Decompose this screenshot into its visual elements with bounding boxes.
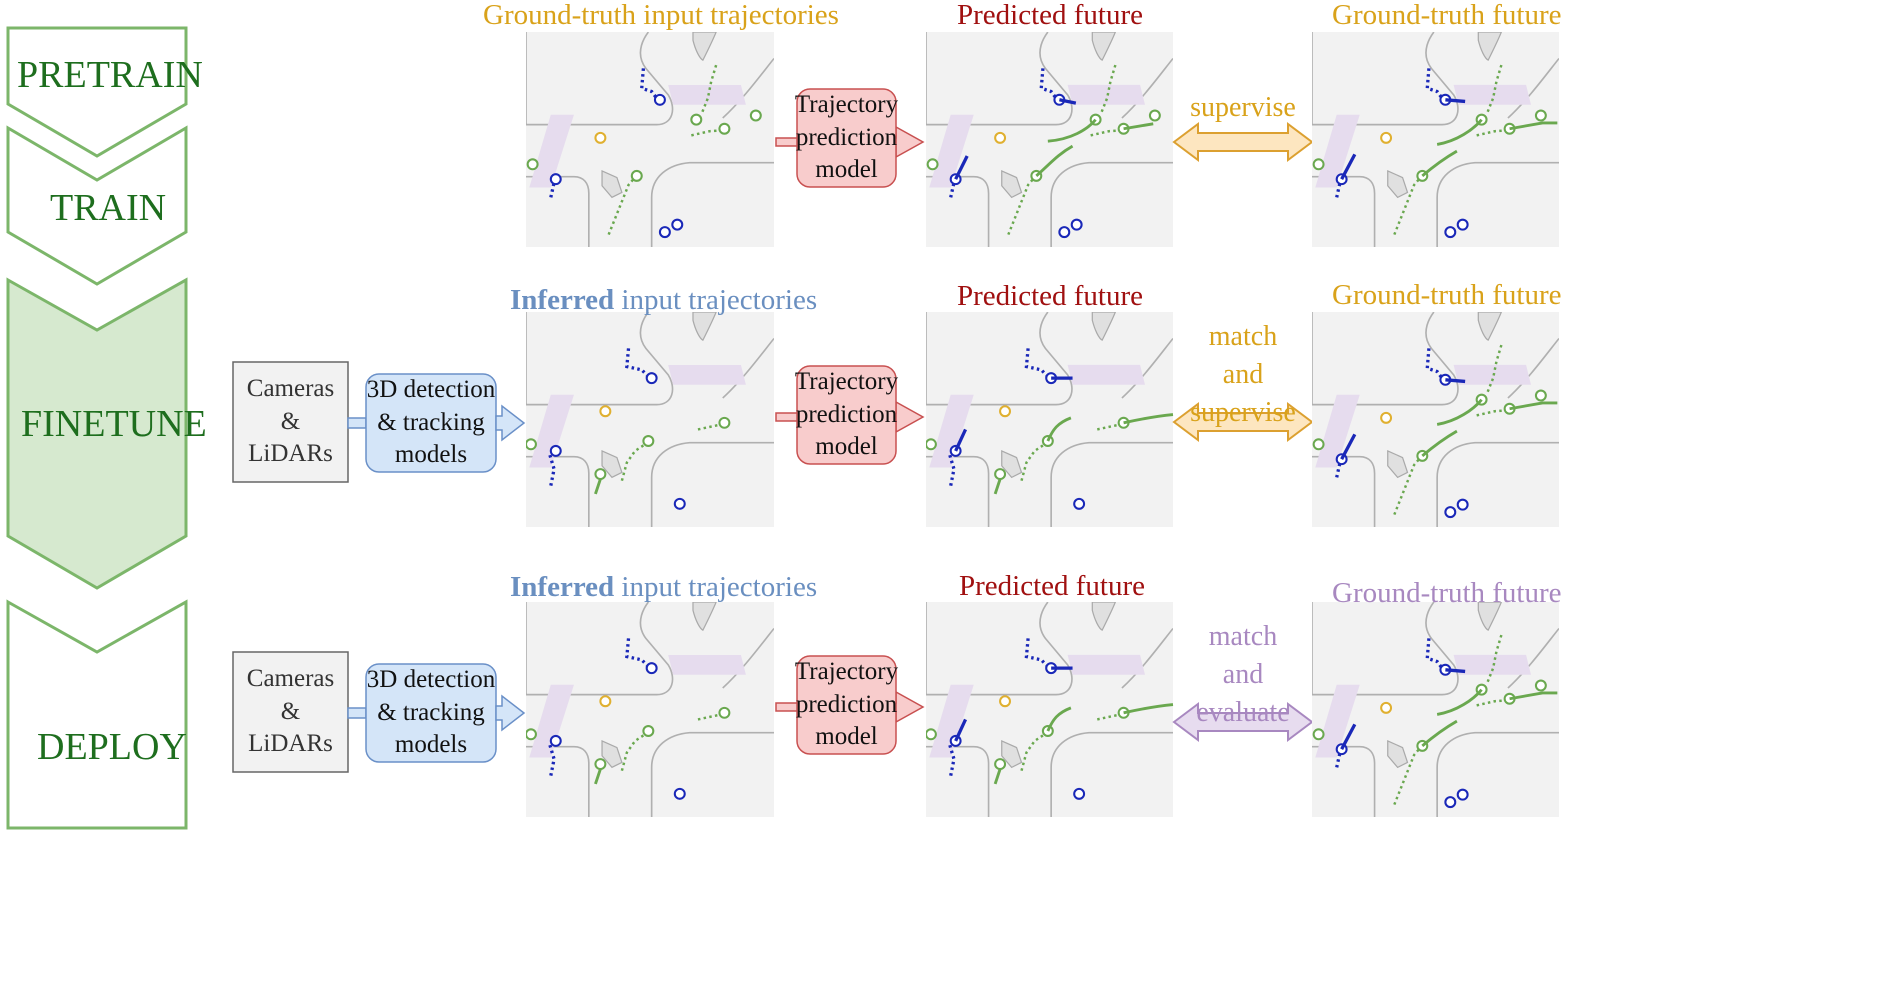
gt-header-2: Ground-truth future — [1332, 279, 1562, 311]
model-label-3: Trajectory prediction model — [794, 658, 899, 751]
input-header-3: Inferred input trajectories — [510, 571, 818, 603]
model-label-2: Trajectory prediction model — [794, 368, 899, 461]
relation-label-1: supervise — [1190, 92, 1296, 123]
trajectory-model-box-3 — [796, 655, 897, 755]
input-header-2: Inferred input trajectories — [510, 284, 818, 316]
chevron-deploy — [6, 599, 188, 830]
trajectory-model-box-1 — [796, 88, 897, 188]
scene-input-2 — [526, 312, 774, 527]
scene-predicted-1 — [926, 32, 1173, 247]
trajectory-model-box-2 — [796, 365, 897, 465]
sensors-box-3 — [232, 651, 349, 773]
chevron-train — [6, 125, 188, 286]
gt-header-3: Ground-truth future — [1332, 577, 1562, 609]
scene-ground-truth-2 — [1312, 312, 1559, 527]
gt-header-1: Ground-truth future — [1332, 0, 1562, 31]
stage-chevrons — [6, 26, 188, 830]
relation-label-3: match and evaluate — [1196, 621, 1290, 728]
row-2-finetune — [232, 312, 1559, 527]
sensors-box-2 — [232, 361, 349, 483]
predicted-header-2: Predicted future — [957, 280, 1144, 312]
predicted-header-3: Predicted future — [959, 570, 1146, 602]
sensors-label-3: Cameras & LiDARs — [246, 665, 335, 758]
model-label-1: Trajectory prediction model — [794, 91, 899, 184]
detection-label-2: 3D detection & tracking models — [366, 376, 496, 469]
stage-label-pretrain: PRETRAIN — [17, 54, 203, 96]
predicted-header-1: Predicted future — [957, 0, 1144, 31]
detection-label-3: 3D detection & tracking models — [366, 666, 496, 759]
relation-label-2: match and supervise — [1190, 321, 1296, 428]
chevron-finetune — [6, 277, 188, 590]
scene-input-3 — [526, 602, 774, 817]
row-1-pretrain-train — [526, 32, 1559, 247]
stage-label-finetune: FINETUNE — [21, 403, 207, 445]
chevron-pretrain — [6, 26, 188, 158]
stage-label-train: TRAIN — [50, 187, 167, 229]
scene-input-1 — [526, 32, 774, 247]
detection-arrow-2 — [495, 404, 526, 442]
detection-arrow-3 — [495, 694, 526, 732]
stage-label-deploy: DEPLOY — [37, 726, 187, 768]
scene-ground-truth-3 — [1312, 602, 1559, 817]
sensors-label-2: Cameras & LiDARs — [246, 375, 335, 468]
scene-ground-truth-1 — [1312, 32, 1559, 247]
row-3-deploy — [232, 602, 1559, 817]
input-header-1: Ground-truth input trajectories — [483, 0, 839, 31]
supervise-arrow-1 — [1172, 122, 1314, 162]
